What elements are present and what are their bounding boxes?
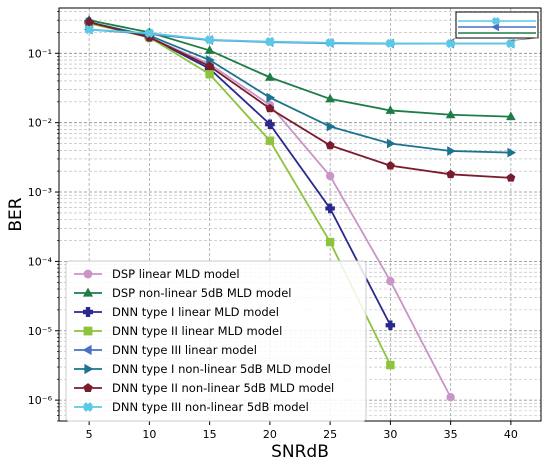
inset-box: [450, 11, 539, 42]
data-point: [385, 320, 396, 331]
data-point: [507, 147, 517, 158]
data-point: [265, 103, 275, 113]
y-tick-label: 10⁻⁶: [28, 394, 53, 407]
x-tick-label: 20: [263, 428, 277, 441]
data-point: [325, 203, 335, 214]
legend-label: DNN type II non-linear 5dB MLD model: [112, 381, 334, 395]
data-point: [326, 121, 336, 132]
legend-marker: [82, 344, 92, 356]
data-point: [385, 160, 395, 170]
legend-label: DSP non-linear 5dB MLD model: [112, 286, 292, 300]
series-line: [88, 21, 511, 154]
legend-marker: [84, 363, 94, 375]
inset-series: [458, 16, 536, 26]
data-point: [205, 69, 214, 79]
x-axis-title: SNRdB: [271, 442, 329, 462]
legend-entry: DNN type III linear model: [74, 343, 257, 357]
data-point: [266, 92, 276, 103]
legend-entry: DNN type II linear MLD model: [74, 324, 282, 338]
x-tick-label: 35: [444, 428, 458, 441]
data-point: [506, 111, 516, 121]
legend-entry: DNN type I non-linear 5dB MLD model: [74, 362, 331, 376]
x-tick-label: 40: [504, 428, 518, 441]
data-point: [144, 28, 155, 38]
inset-connector: [510, 37, 539, 42]
data-point: [445, 109, 456, 119]
inset-marker: [491, 16, 501, 26]
series-line: [88, 21, 511, 179]
legend-entry: DNN type I linear MLD model: [74, 305, 279, 319]
data-point: [265, 72, 275, 81]
data-point: [205, 61, 215, 71]
inset-series: [458, 22, 536, 32]
legend-label: DNN type I non-linear 5dB MLD model: [112, 362, 331, 376]
data-point: [385, 105, 396, 114]
legend: DSP linear MLD model DSP non-linear 5dB M…: [65, 260, 367, 422]
legend-label: DNN type II linear MLD model: [112, 324, 282, 338]
y-tick-label: 10⁻⁵: [28, 325, 52, 338]
data-point: [265, 136, 275, 145]
series-line: [89, 28, 511, 45]
y-tick-label: 10⁻¹: [28, 47, 52, 60]
data-point: [506, 38, 516, 49]
legend-marker: [83, 306, 93, 318]
data-point: [385, 38, 396, 49]
data-point: [84, 17, 94, 27]
data-point: [84, 24, 94, 35]
data-point: [325, 140, 335, 150]
x-tick-label: 25: [323, 428, 337, 441]
data-point: [386, 360, 395, 370]
y-tick-label: 10⁻⁴: [28, 255, 53, 268]
legend-entry: DSP linear MLD model: [74, 267, 240, 281]
inset-connector: [450, 37, 457, 41]
y-tick-label: 10⁻²: [28, 117, 52, 130]
legend-label: DNN type I linear MLD model: [112, 305, 279, 319]
data-point: [325, 38, 335, 48]
x-tick-label: 5: [86, 428, 93, 441]
x-tick-label: 30: [383, 428, 397, 441]
data-point: [325, 171, 335, 181]
legend-entry: DNN type III non-linear 5dB model: [74, 400, 309, 414]
series-6: [85, 17, 517, 158]
legend-box: [65, 260, 367, 422]
data-point: [446, 169, 456, 179]
x-tick-label: 10: [142, 428, 156, 441]
series-7: [84, 17, 516, 182]
legend-marker: [83, 326, 93, 336]
data-point: [204, 45, 215, 54]
legend-entry: DSP non-linear 5dB MLD model: [74, 286, 292, 300]
data-point: [386, 276, 395, 286]
x-tick-label: 15: [203, 428, 217, 441]
legend-entry: DNN type II non-linear 5dB MLD model: [74, 381, 334, 395]
legend-label: DSP linear MLD model: [112, 267, 240, 281]
series-lines: [83, 15, 517, 402]
legend-marker: [83, 402, 93, 412]
data-point: [386, 138, 396, 149]
axis-ticks: 5 10 15 20 25 30 35 40 10⁻⁶ 10⁻⁵ 10⁻⁴ 10⁻³ 10⁻² 10⁻¹: [28, 11, 518, 441]
inset-marker: [491, 22, 499, 32]
y-axis-title: BER: [6, 197, 26, 231]
data-point: [445, 38, 456, 49]
data-point: [265, 119, 275, 129]
legend-marker: [82, 287, 94, 297]
data-point: [506, 173, 516, 182]
data-point: [265, 37, 275, 47]
legend-label: DNN type III non-linear 5dB model: [112, 400, 309, 414]
legend-marker: [83, 383, 93, 392]
data-point: [204, 35, 215, 45]
series-8: [84, 24, 516, 49]
legend-label: DNN type III linear model: [112, 343, 257, 357]
y-tick-label: 10⁻³: [28, 186, 52, 199]
data-point: [325, 237, 335, 247]
legend-marker: [83, 269, 93, 279]
data-point: [446, 393, 455, 402]
data-point: [447, 146, 456, 156]
data-point: [325, 93, 335, 103]
